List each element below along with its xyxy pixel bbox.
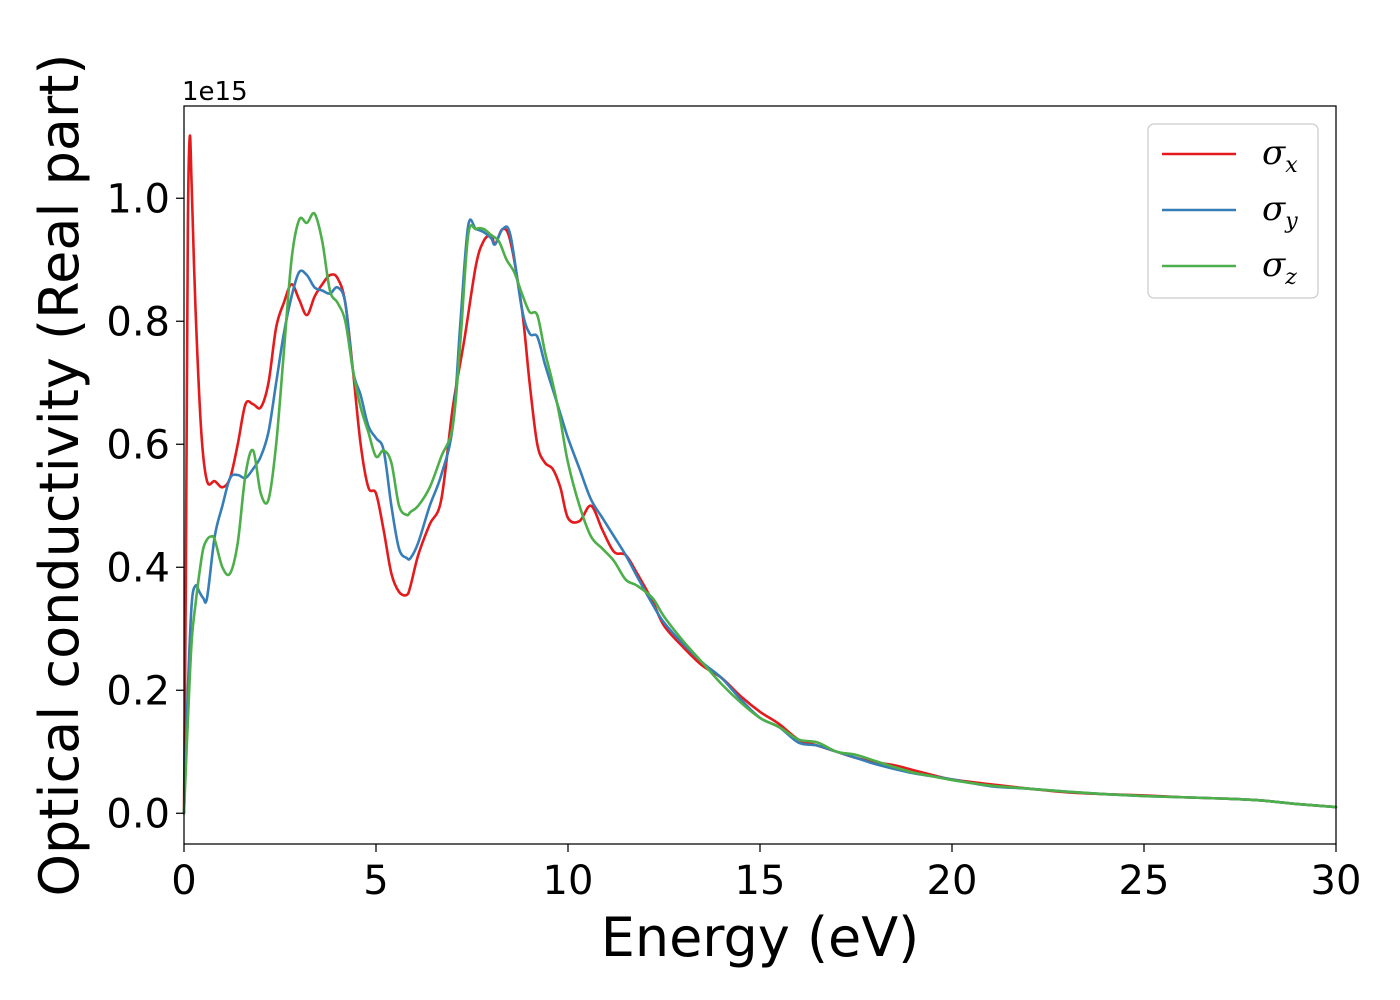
y-tick-label: 0.0 bbox=[106, 791, 170, 837]
legend-label-x: σx bbox=[1262, 133, 1298, 178]
x-tick-label: 10 bbox=[543, 858, 594, 904]
y-axis-offset-text: 1e15 bbox=[182, 77, 248, 107]
y-axis-title: Optical conductivity (Real part) bbox=[28, 54, 91, 897]
legend-entries: σx σy σz bbox=[1162, 133, 1298, 290]
x-tick-label: 15 bbox=[735, 858, 786, 904]
series-line-y bbox=[182, 218, 1338, 815]
x-tick-label: 30 bbox=[1311, 858, 1362, 904]
y-tick-label: 0.4 bbox=[106, 545, 170, 591]
x-tick-label: 20 bbox=[927, 858, 978, 904]
x-axis-ticks: 0 5 10 15 20 25 30 bbox=[171, 844, 1361, 904]
legend-label-z: σz bbox=[1262, 245, 1297, 290]
legend-label-y: σy bbox=[1262, 189, 1298, 234]
legend: σx σy σz bbox=[1147, 123, 1319, 299]
y-tick-label: 0.8 bbox=[106, 299, 170, 345]
y-tick-label: 0.2 bbox=[106, 668, 170, 714]
x-tick-label: 5 bbox=[363, 858, 388, 904]
plot-area bbox=[184, 106, 1336, 844]
series-line-z bbox=[182, 211, 1338, 815]
x-tick-label: 25 bbox=[1119, 858, 1170, 904]
y-tick-label: 1.0 bbox=[106, 176, 170, 222]
y-axis-ticks: 0.0 0.2 0.4 0.6 0.8 1.0 bbox=[106, 176, 184, 837]
y-tick-label: 0.6 bbox=[106, 422, 170, 468]
x-tick-label: 0 bbox=[171, 858, 196, 904]
series-layer bbox=[182, 134, 1338, 815]
x-axis-title: Energy (eV) bbox=[601, 906, 920, 969]
